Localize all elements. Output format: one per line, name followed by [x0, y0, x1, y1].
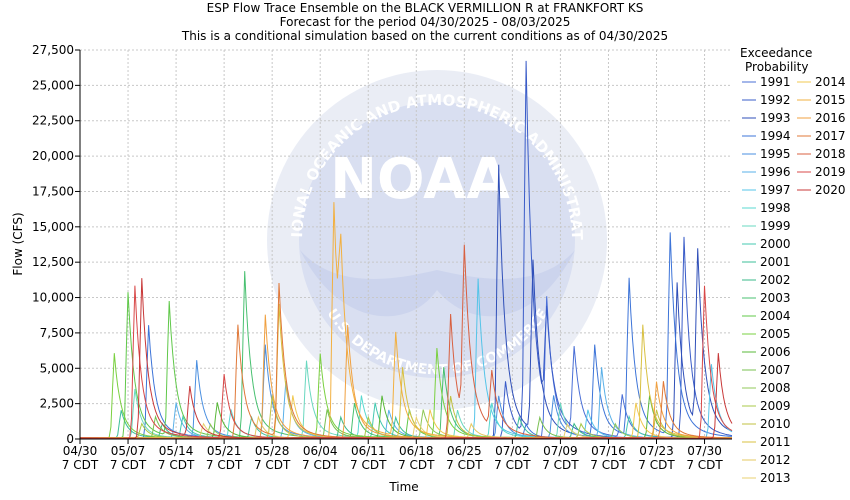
y-tick-label: 12,500	[32, 255, 74, 269]
x-tick-time: 7 CDT	[350, 458, 387, 472]
legend-label-1995: 1995	[760, 147, 791, 161]
legend-label-1994: 1994	[760, 129, 791, 143]
y-tick-labels: 02,5005,0007,50010,00012,50015,00017,500…	[32, 43, 74, 446]
x-tick-date: 07/09	[543, 444, 578, 458]
legend-label-2015: 2015	[815, 93, 846, 107]
x-tick-date: 06/25	[447, 444, 482, 458]
x-tick-date: 07/30	[687, 444, 722, 458]
legend-label-2006: 2006	[760, 345, 791, 359]
legend: Exceedance Probability 19911992199319941…	[740, 46, 846, 485]
x-tick-date: 07/23	[639, 444, 674, 458]
legend-items: 1991 1992 1993 1994 1995 1996 1997 1998 1999 2000…	[742, 75, 846, 485]
y-tick-label: 17,500	[32, 184, 74, 198]
x-tick-time: 7 CDT	[590, 458, 627, 472]
y-tick-label: 7,500	[40, 326, 74, 340]
y-tick-label: 27,500	[32, 43, 74, 57]
legend-label-2016: 2016	[815, 111, 846, 125]
legend-label-1993: 1993	[760, 111, 791, 125]
x-tick-time: 7 CDT	[254, 458, 291, 472]
legend-label-2018: 2018	[815, 147, 846, 161]
x-tick-date: 06/11	[351, 444, 386, 458]
y-tick-label: 22,500	[32, 114, 74, 128]
chart-subtitle-1: Forecast for the period 04/30/2025 - 08/…	[280, 15, 571, 29]
x-tick-time: 7 CDT	[206, 458, 243, 472]
x-tick-time: 7 CDT	[446, 458, 483, 472]
legend-label-2012: 2012	[760, 453, 791, 467]
legend-label-2007: 2007	[760, 363, 791, 377]
legend-title-2: Probability	[745, 60, 808, 74]
legend-label-1997: 1997	[760, 183, 791, 197]
x-tick-date: 05/28	[255, 444, 290, 458]
legend-label-2005: 2005	[760, 327, 791, 341]
legend-label-2017: 2017	[815, 129, 846, 143]
legend-label-2013: 2013	[760, 471, 791, 485]
legend-label-2002: 2002	[760, 273, 791, 287]
x-tick-time: 7 CDT	[542, 458, 579, 472]
x-tick-date: 06/18	[399, 444, 434, 458]
y-tick-label: 20,000	[32, 149, 74, 163]
y-tick-label: 15,000	[32, 220, 74, 234]
legend-label-2001: 2001	[760, 255, 791, 269]
x-tick-time: 7 CDT	[398, 458, 435, 472]
legend-label-2009: 2009	[760, 399, 791, 413]
legend-label-2004: 2004	[760, 309, 791, 323]
x-tick-date: 07/16	[591, 444, 626, 458]
y-axis-label: Flow (CFS)	[11, 212, 25, 275]
x-tick-time: 7 CDT	[110, 458, 147, 472]
legend-label-2020: 2020	[815, 183, 846, 197]
x-tick-time: 7 CDT	[158, 458, 195, 472]
chart-title: ESP Flow Trace Ensemble on the BLACK VER…	[207, 1, 644, 15]
legend-label-1999: 1999	[760, 219, 791, 233]
noaa-logo-text: NOAA	[330, 147, 510, 212]
legend-label-2011: 2011	[760, 435, 791, 449]
x-tick-time: 7 CDT	[302, 458, 339, 472]
y-tick-label: 25,000	[32, 78, 74, 92]
legend-label-2010: 2010	[760, 417, 791, 431]
noaa-watermark-logo: NOAA NATIONAL OCEANIC AND ATMOSPHERIC AD…	[0, 0, 607, 410]
y-tick-label: 10,000	[32, 291, 74, 305]
legend-label-2008: 2008	[760, 381, 791, 395]
x-tick-date: 05/07	[111, 444, 146, 458]
legend-label-2019: 2019	[815, 165, 846, 179]
x-tick-date: 05/14	[159, 444, 194, 458]
x-axis-label: Time	[388, 480, 418, 494]
y-tick-label: 2,500	[40, 397, 74, 411]
x-tick-time: 7 CDT	[62, 458, 99, 472]
x-tick-date: 06/04	[303, 444, 338, 458]
x-tick-time: 7 CDT	[494, 458, 531, 472]
legend-label-2014: 2014	[815, 75, 846, 89]
legend-label-1991: 1991	[760, 75, 791, 89]
x-tick-time: 7 CDT	[686, 458, 723, 472]
x-tick-date: 04/30	[63, 444, 98, 458]
legend-label-1996: 1996	[760, 165, 791, 179]
legend-label-2000: 2000	[760, 237, 791, 251]
legend-title-1: Exceedance	[740, 46, 812, 60]
legend-label-1998: 1998	[760, 201, 791, 215]
x-tick-date: 07/02	[495, 444, 530, 458]
chart-subtitle-2: This is a conditional simulation based o…	[181, 29, 668, 43]
x-tick-date: 05/21	[207, 444, 242, 458]
x-tick-time: 7 CDT	[638, 458, 675, 472]
legend-label-1992: 1992	[760, 93, 791, 107]
legend-label-2003: 2003	[760, 291, 791, 305]
y-tick-label: 5,000	[40, 361, 74, 375]
